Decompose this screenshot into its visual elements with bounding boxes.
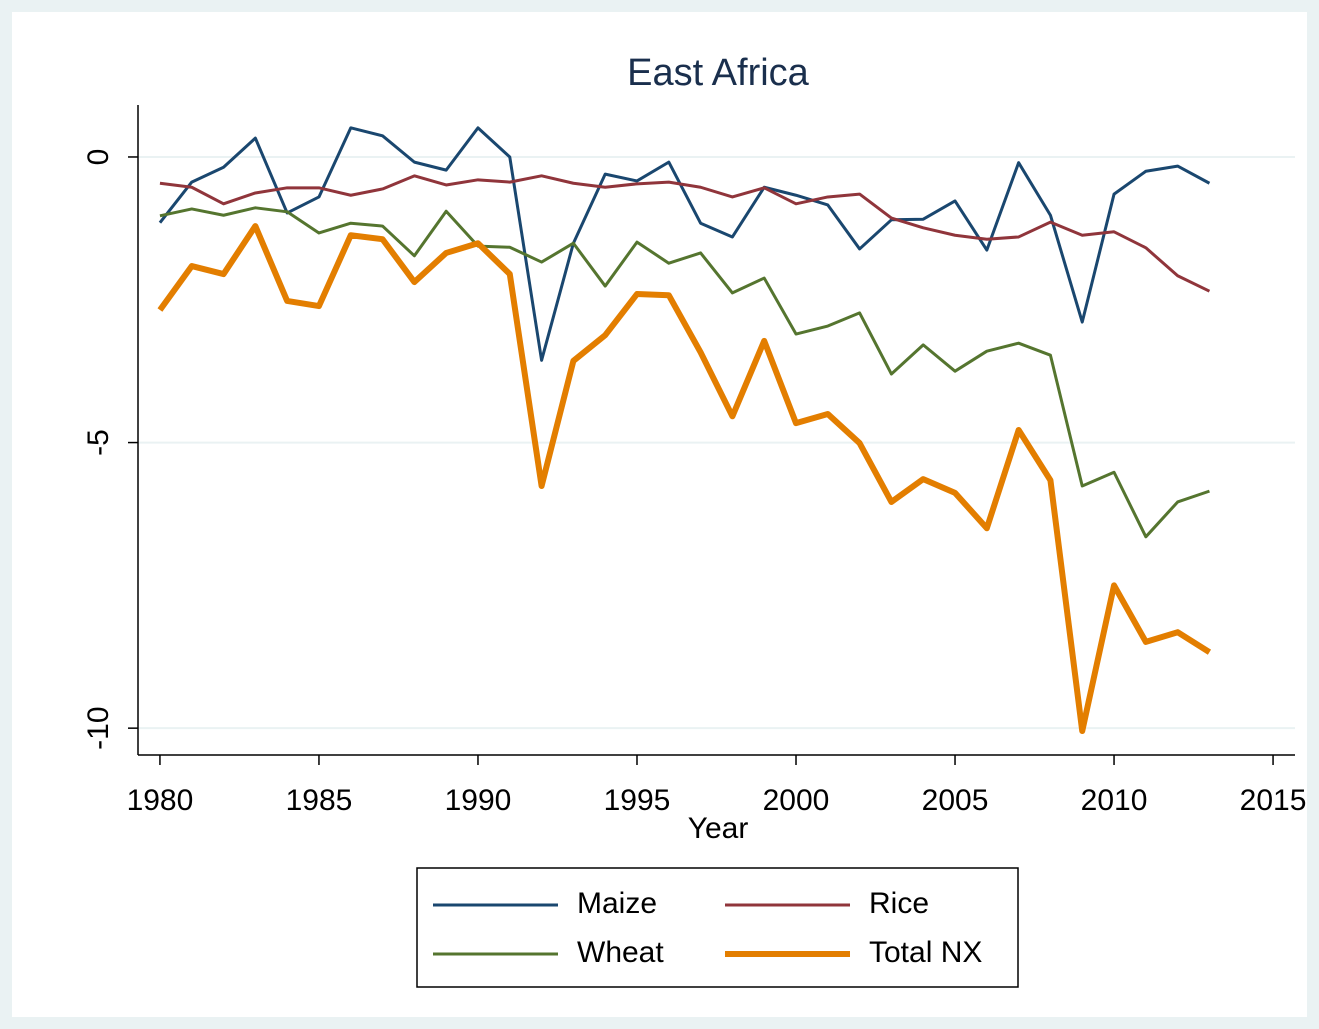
x-tick-label: 1995 — [604, 784, 671, 817]
x-axis-title: Year — [688, 812, 749, 845]
x-tick-label: 1985 — [286, 784, 353, 817]
x-tick-label: 2015 — [1240, 784, 1307, 817]
y-tick-label: -5 — [82, 429, 115, 456]
series-line — [158, 126, 1211, 362]
x-tick-label: 2010 — [1081, 784, 1148, 817]
legend-label: Total NX — [869, 936, 982, 969]
x-tick-label: 2000 — [763, 784, 830, 817]
y-tick-label: -10 — [82, 706, 115, 749]
series-line — [159, 206, 1210, 539]
legend-label: Maize — [577, 887, 657, 920]
legend-label: Wheat — [577, 936, 664, 969]
legend-label: Rice — [869, 887, 929, 920]
y-tick-label: 0 — [82, 149, 115, 166]
series-line — [157, 223, 1212, 735]
x-tick-label: 2005 — [922, 784, 989, 817]
legend — [416, 867, 1019, 988]
chart-title: East Africa — [627, 52, 809, 94]
x-tick-label: 1980 — [127, 784, 194, 817]
series-line — [159, 174, 1211, 293]
graph-region — [12, 12, 1307, 1017]
x-tick-label: 1990 — [445, 784, 512, 817]
